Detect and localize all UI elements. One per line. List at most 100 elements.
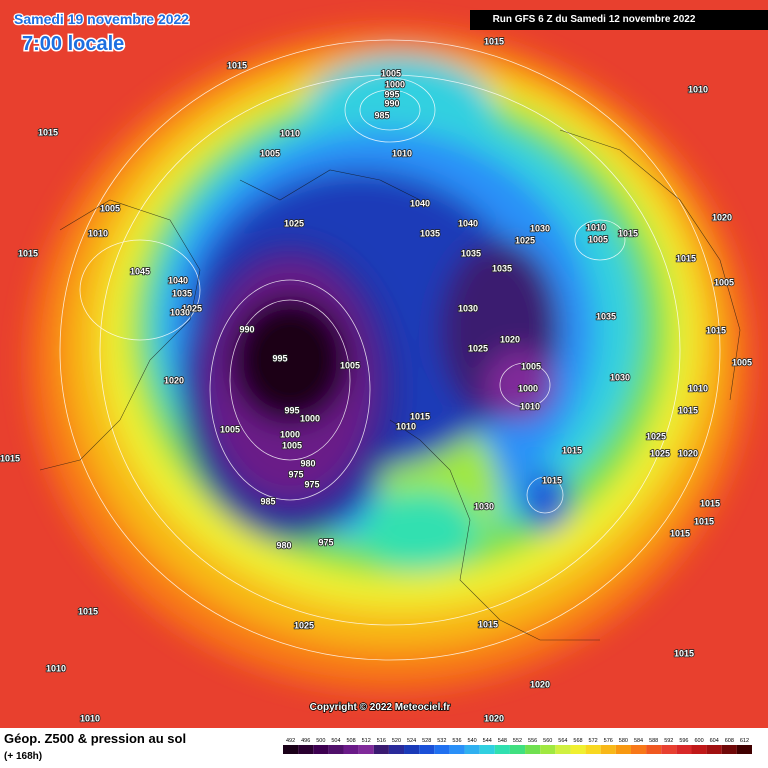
colorbar-label: 588 [649, 738, 658, 744]
colorbar-swatch [358, 745, 374, 754]
colorbar-label: 572 [589, 738, 598, 744]
isobar-label: 1015 [676, 253, 696, 263]
isobar-label: 1020 [712, 212, 732, 222]
geopotential-field [30, 30, 750, 690]
colorbar-swatch [540, 745, 556, 754]
colorbar-swatch [585, 745, 601, 754]
colorbar-label: 528 [422, 738, 431, 744]
colorbar-label: 604 [710, 738, 719, 744]
colorbar-label: 592 [664, 738, 673, 744]
colorbar-swatch [494, 745, 510, 754]
colorbar-label: 512 [362, 738, 371, 744]
colorbar-swatch [525, 745, 541, 754]
colorbar-label: 552 [513, 738, 522, 744]
isobar-label: 1005 [381, 68, 401, 78]
isobar-label: 975 [304, 479, 319, 489]
colorbar-label: 580 [619, 738, 628, 744]
isobar-label: 1005 [714, 277, 734, 287]
isobar-label: 1005 [732, 357, 752, 367]
colorbar-label: 608 [725, 738, 734, 744]
isobar-label: 1015 [478, 619, 498, 629]
isobar-label: 995 [284, 405, 299, 415]
isobar-label: 1010 [586, 222, 606, 232]
colorbar-label: 576 [604, 738, 613, 744]
isobar-label: 1000 [385, 79, 405, 89]
isobar-label: 1000 [280, 429, 300, 439]
isobar-label: 1010 [688, 84, 708, 94]
run-label: Run GFS 6 Z du Samedi 12 novembre 2022 [493, 14, 696, 25]
forecast-step: (+ 168h) [4, 751, 42, 762]
colorbar-label: 492 [286, 738, 295, 744]
isobar-label: 990 [384, 98, 399, 108]
time-label: 7:00 locale [22, 33, 124, 55]
colorbar-swatch [600, 745, 616, 754]
isobar-label: 1035 [461, 248, 481, 258]
isobars [59, 39, 721, 661]
isobar-label: 1015 [670, 528, 690, 538]
colorbar-label: 556 [528, 738, 537, 744]
isobar-label: 1015 [694, 516, 714, 526]
isobar-label: 980 [300, 458, 315, 468]
colorbar-label: 520 [392, 738, 401, 744]
coastlines [39, 129, 741, 641]
isobar-label: 1030 [610, 372, 630, 382]
isobar-label: 1030 [530, 223, 550, 233]
isobar-label: 1035 [172, 288, 192, 298]
isobar-label: 1020 [500, 334, 520, 344]
colorbar-label: 536 [452, 738, 461, 744]
isobar-label: 1005 [260, 148, 280, 158]
colorbar-swatch [555, 745, 571, 754]
colorbar-swatch [343, 745, 359, 754]
isobar-label: 1010 [46, 663, 66, 673]
isobar-label: 1030 [170, 307, 190, 317]
isobar-label: 980 [276, 540, 291, 550]
isobar-label: 1010 [392, 148, 412, 158]
isobar-label: 975 [288, 469, 303, 479]
colorbar-label: 564 [558, 738, 567, 744]
colorbar-swatch [676, 745, 692, 754]
colorbar-swatch [479, 745, 495, 754]
colorbar-swatch [328, 745, 344, 754]
colorbar-label: 496 [301, 738, 310, 744]
isobar-label: 1015 [706, 325, 726, 335]
colorbar-swatch [615, 745, 631, 754]
colorbar-label: 500 [316, 738, 325, 744]
isobar-label: 1035 [596, 311, 616, 321]
isobar-label: 1035 [420, 228, 440, 238]
date-label: Samedi 19 novembre 2022 [14, 11, 189, 27]
isobar-label: 1015 [227, 60, 247, 70]
isobar-label: 1025 [182, 303, 202, 313]
colorbar-swatch [449, 745, 465, 754]
isobar-label: 1010 [396, 421, 416, 431]
isobar-label: 995 [272, 353, 287, 363]
isobar-label: 990 [239, 324, 254, 334]
isobar-label: 1005 [100, 203, 120, 213]
colorbar-swatch [691, 745, 707, 754]
isobar-label: 1020 [678, 448, 698, 458]
colorbar-swatch [509, 745, 526, 754]
isobar-label: 1015 [674, 648, 694, 658]
colorbar-swatch [661, 745, 677, 754]
isobar-label: 1015 [618, 228, 638, 238]
isobar-label: 1015 [78, 606, 98, 616]
isobar-label: 1010 [280, 128, 300, 138]
copyright: Copyright © 2022 Meteociel.fr [310, 702, 451, 713]
isobar-label: 1020 [530, 679, 550, 689]
isobar-label: 1005 [521, 361, 541, 371]
colorbar-label: 548 [498, 738, 507, 744]
isobar-label: 1010 [88, 228, 108, 238]
colorbar-swatch [434, 745, 450, 754]
colorbar-label: 508 [346, 738, 355, 744]
isobar-label: 985 [260, 496, 275, 506]
isobar-label: 1015 [0, 453, 20, 463]
colorbar-swatch [706, 745, 722, 754]
colorbar-swatch [630, 745, 647, 754]
colorbar-swatch [570, 745, 586, 754]
colorbar-label: 560 [543, 738, 552, 744]
isobar-label: 1045 [130, 266, 150, 276]
run-box [470, 10, 768, 30]
colorbar-label: 540 [468, 738, 477, 744]
colorbar-label: 600 [694, 738, 703, 744]
